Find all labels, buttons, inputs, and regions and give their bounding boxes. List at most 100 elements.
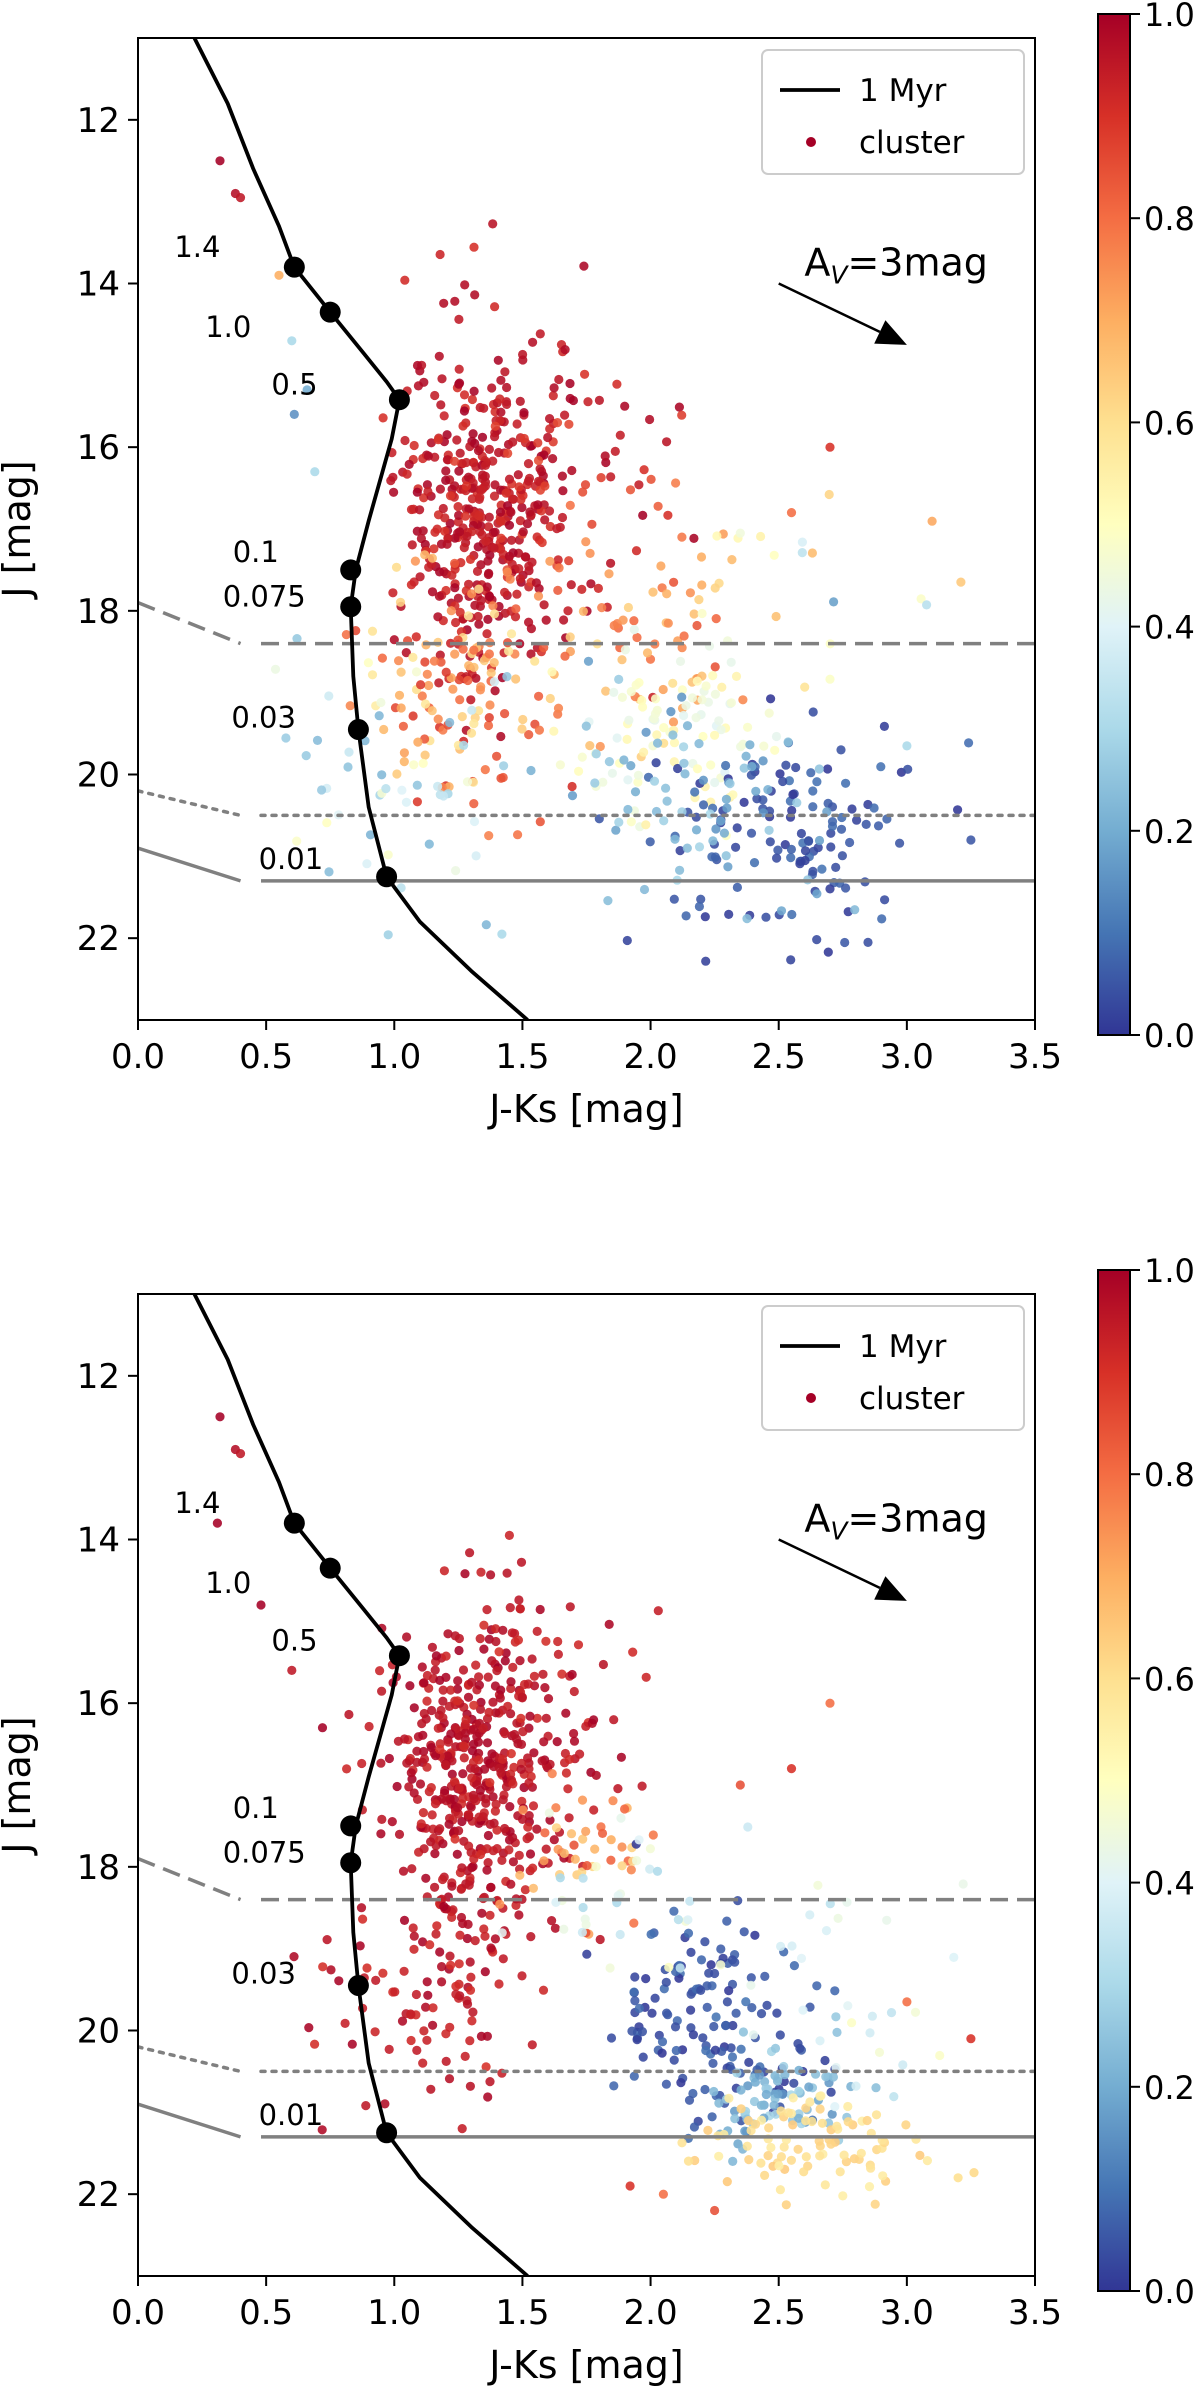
cluster-point bbox=[728, 790, 738, 800]
cluster-point bbox=[426, 2084, 436, 2094]
cluster-point bbox=[511, 604, 521, 614]
cluster-point bbox=[772, 2008, 782, 2018]
cluster-point bbox=[483, 720, 494, 731]
cluster-point bbox=[632, 2035, 642, 2045]
extinction-arrow-head bbox=[874, 1576, 907, 1601]
mass-point-marker bbox=[376, 866, 398, 888]
cluster-point bbox=[540, 515, 550, 525]
cluster-point bbox=[415, 505, 425, 515]
cluster-point bbox=[435, 1744, 445, 1754]
cluster-point bbox=[427, 1705, 437, 1716]
cluster-point bbox=[526, 765, 536, 776]
cluster-point bbox=[440, 513, 450, 523]
cluster-point bbox=[402, 1632, 412, 1642]
cluster-point bbox=[766, 2142, 776, 2153]
cluster-point bbox=[652, 705, 662, 715]
cluster-point bbox=[708, 671, 718, 681]
cluster-point bbox=[648, 587, 658, 597]
mass-point-marker bbox=[340, 596, 362, 618]
cluster-point bbox=[430, 390, 440, 401]
cluster-point bbox=[394, 656, 404, 666]
cluster-point bbox=[508, 1779, 518, 1789]
cluster-point bbox=[679, 742, 689, 752]
cluster-point bbox=[569, 1736, 580, 1746]
cluster-point bbox=[518, 1805, 528, 1815]
cluster-point bbox=[815, 2036, 825, 2046]
cluster-point bbox=[778, 776, 788, 787]
cluster-point bbox=[440, 1785, 450, 1796]
cluster-point bbox=[627, 2026, 637, 2036]
cluster-point bbox=[747, 762, 757, 772]
cluster-point bbox=[682, 843, 692, 853]
cluster-point bbox=[624, 715, 634, 725]
cluster-point bbox=[852, 815, 862, 825]
cluster-point bbox=[581, 537, 591, 547]
cluster-point bbox=[515, 516, 526, 526]
cluster-point bbox=[431, 1929, 441, 1939]
cluster-point bbox=[447, 570, 457, 580]
cluster-point bbox=[469, 1700, 479, 1710]
cluster-point bbox=[862, 2115, 872, 2126]
y-tick-label: 22 bbox=[77, 2175, 120, 2215]
cluster-point bbox=[419, 1746, 429, 1757]
cluster-point bbox=[312, 735, 323, 746]
cluster-point bbox=[317, 1723, 328, 1733]
cluster-point bbox=[423, 1990, 433, 2000]
cluster-point bbox=[345, 701, 355, 711]
cluster-point bbox=[445, 1951, 455, 1961]
cluster-point bbox=[719, 828, 730, 838]
cluster-point bbox=[714, 2151, 724, 2161]
mass-point-marker bbox=[340, 1852, 362, 1874]
cluster-point bbox=[675, 865, 685, 875]
cluster-point bbox=[711, 614, 721, 624]
cluster-point bbox=[417, 691, 427, 701]
cluster-point bbox=[581, 721, 591, 731]
cluster-point bbox=[443, 1629, 453, 1639]
cluster-point bbox=[467, 1773, 477, 1783]
cluster-point bbox=[652, 730, 662, 740]
cluster-point bbox=[698, 800, 709, 810]
cluster-point bbox=[630, 1996, 640, 2006]
cluster-point bbox=[459, 390, 470, 400]
cluster-point bbox=[611, 825, 621, 835]
cluster-point bbox=[444, 782, 454, 792]
cluster-point bbox=[808, 802, 818, 812]
cluster-point bbox=[789, 2078, 799, 2088]
cluster-point bbox=[235, 193, 246, 203]
cluster-point bbox=[786, 853, 796, 863]
cluster-point bbox=[750, 2077, 761, 2087]
cluster-point bbox=[490, 302, 500, 312]
cluster-point bbox=[479, 1620, 489, 1630]
cluster-point bbox=[412, 1746, 422, 1756]
cluster-point bbox=[689, 609, 699, 619]
cluster-point bbox=[471, 1660, 481, 1670]
cluster-point bbox=[831, 2012, 841, 2022]
cluster-point bbox=[406, 504, 417, 515]
cluster-point bbox=[525, 1849, 536, 1859]
cluster-point bbox=[491, 1636, 501, 1647]
cluster-point bbox=[482, 2031, 492, 2041]
cluster-point bbox=[474, 706, 484, 716]
cluster-point bbox=[820, 2055, 830, 2066]
cluster-point bbox=[869, 803, 879, 813]
cluster-point bbox=[383, 930, 393, 940]
y-tick-label: 12 bbox=[77, 1357, 120, 1397]
cluster-point bbox=[812, 777, 822, 787]
cluster-point bbox=[735, 528, 745, 538]
x-tick-label: 1.5 bbox=[495, 2293, 549, 2333]
cluster-point bbox=[519, 433, 529, 444]
cluster-point bbox=[466, 695, 476, 705]
cluster-point bbox=[494, 1647, 504, 1657]
extinction-label: AV=3mag bbox=[804, 1496, 988, 1545]
cluster-point bbox=[603, 896, 613, 906]
cluster-point bbox=[812, 889, 822, 899]
limit-tail-dashed bbox=[138, 1857, 242, 1902]
cluster-point bbox=[461, 481, 471, 491]
mass-point-marker bbox=[283, 256, 305, 278]
cluster-point bbox=[895, 838, 905, 848]
cluster-point bbox=[795, 2043, 805, 2053]
cluster-point bbox=[458, 1769, 468, 1779]
cluster-point bbox=[516, 1713, 526, 1723]
cluster-point bbox=[609, 1715, 619, 1725]
cluster-point bbox=[488, 1697, 498, 1707]
